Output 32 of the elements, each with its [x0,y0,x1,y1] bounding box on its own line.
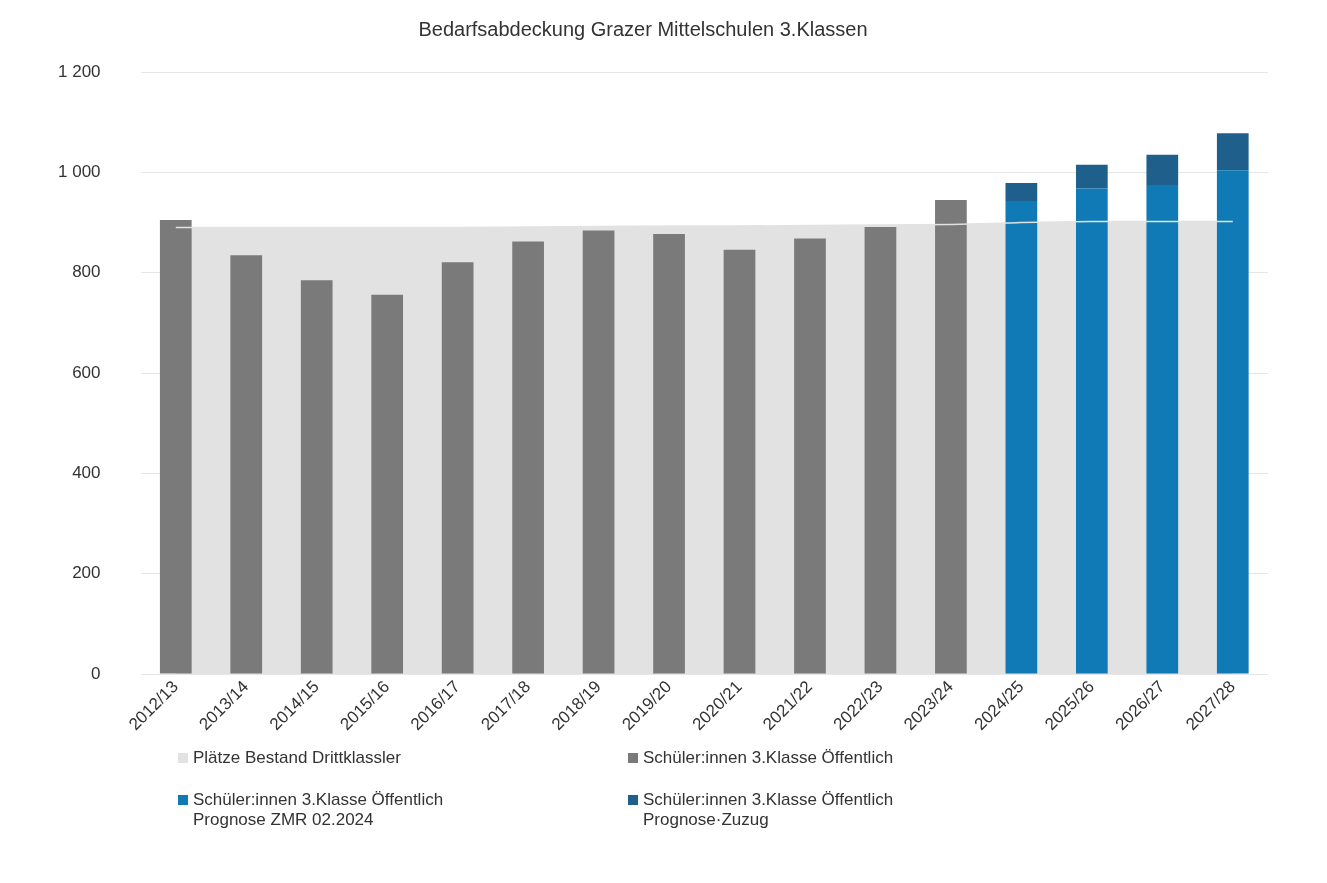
legend-label: Schüler:innen 3.Klasse Öffentlich Prognose·Zuzug [643,790,895,830]
bar [935,199,967,674]
bar [512,241,544,674]
chart-title: Bedarfsabdeckung Grazer Mittelschulen 3.Klassen [418,17,868,40]
legend-label: Plätze Bestand Drittklassler [193,748,401,768]
bar [1146,154,1179,185]
bar [441,262,474,674]
y-tick-label: 1 200 [57,61,101,81]
bar [300,280,333,674]
bar [230,255,263,674]
y-tick-label: 200 [72,563,101,583]
bar [653,234,685,674]
bar [1075,188,1108,674]
bar [794,238,826,674]
legend-label: Schüler:innen 3.Klasse Öffentlich [643,748,894,768]
y-tick-label: 0 [91,663,101,683]
bar [1075,164,1108,189]
y-tick-label: 800 [72,262,101,282]
bar [1005,200,1038,674]
bar [864,227,897,674]
bar [1005,182,1038,201]
bar [1216,133,1249,171]
bar [723,249,756,674]
y-tick-label: 1 000 [57,162,101,182]
bar [159,220,192,674]
bar [371,294,404,674]
bar [1146,184,1179,674]
bar [1216,170,1249,674]
y-tick-label: 400 [72,463,101,483]
y-tick-label: 600 [72,362,101,382]
bar [582,230,615,674]
legend-label: Schüler:innen 3.Klasse Öffentlich Prognose ZMR 02.2024 [193,790,445,830]
